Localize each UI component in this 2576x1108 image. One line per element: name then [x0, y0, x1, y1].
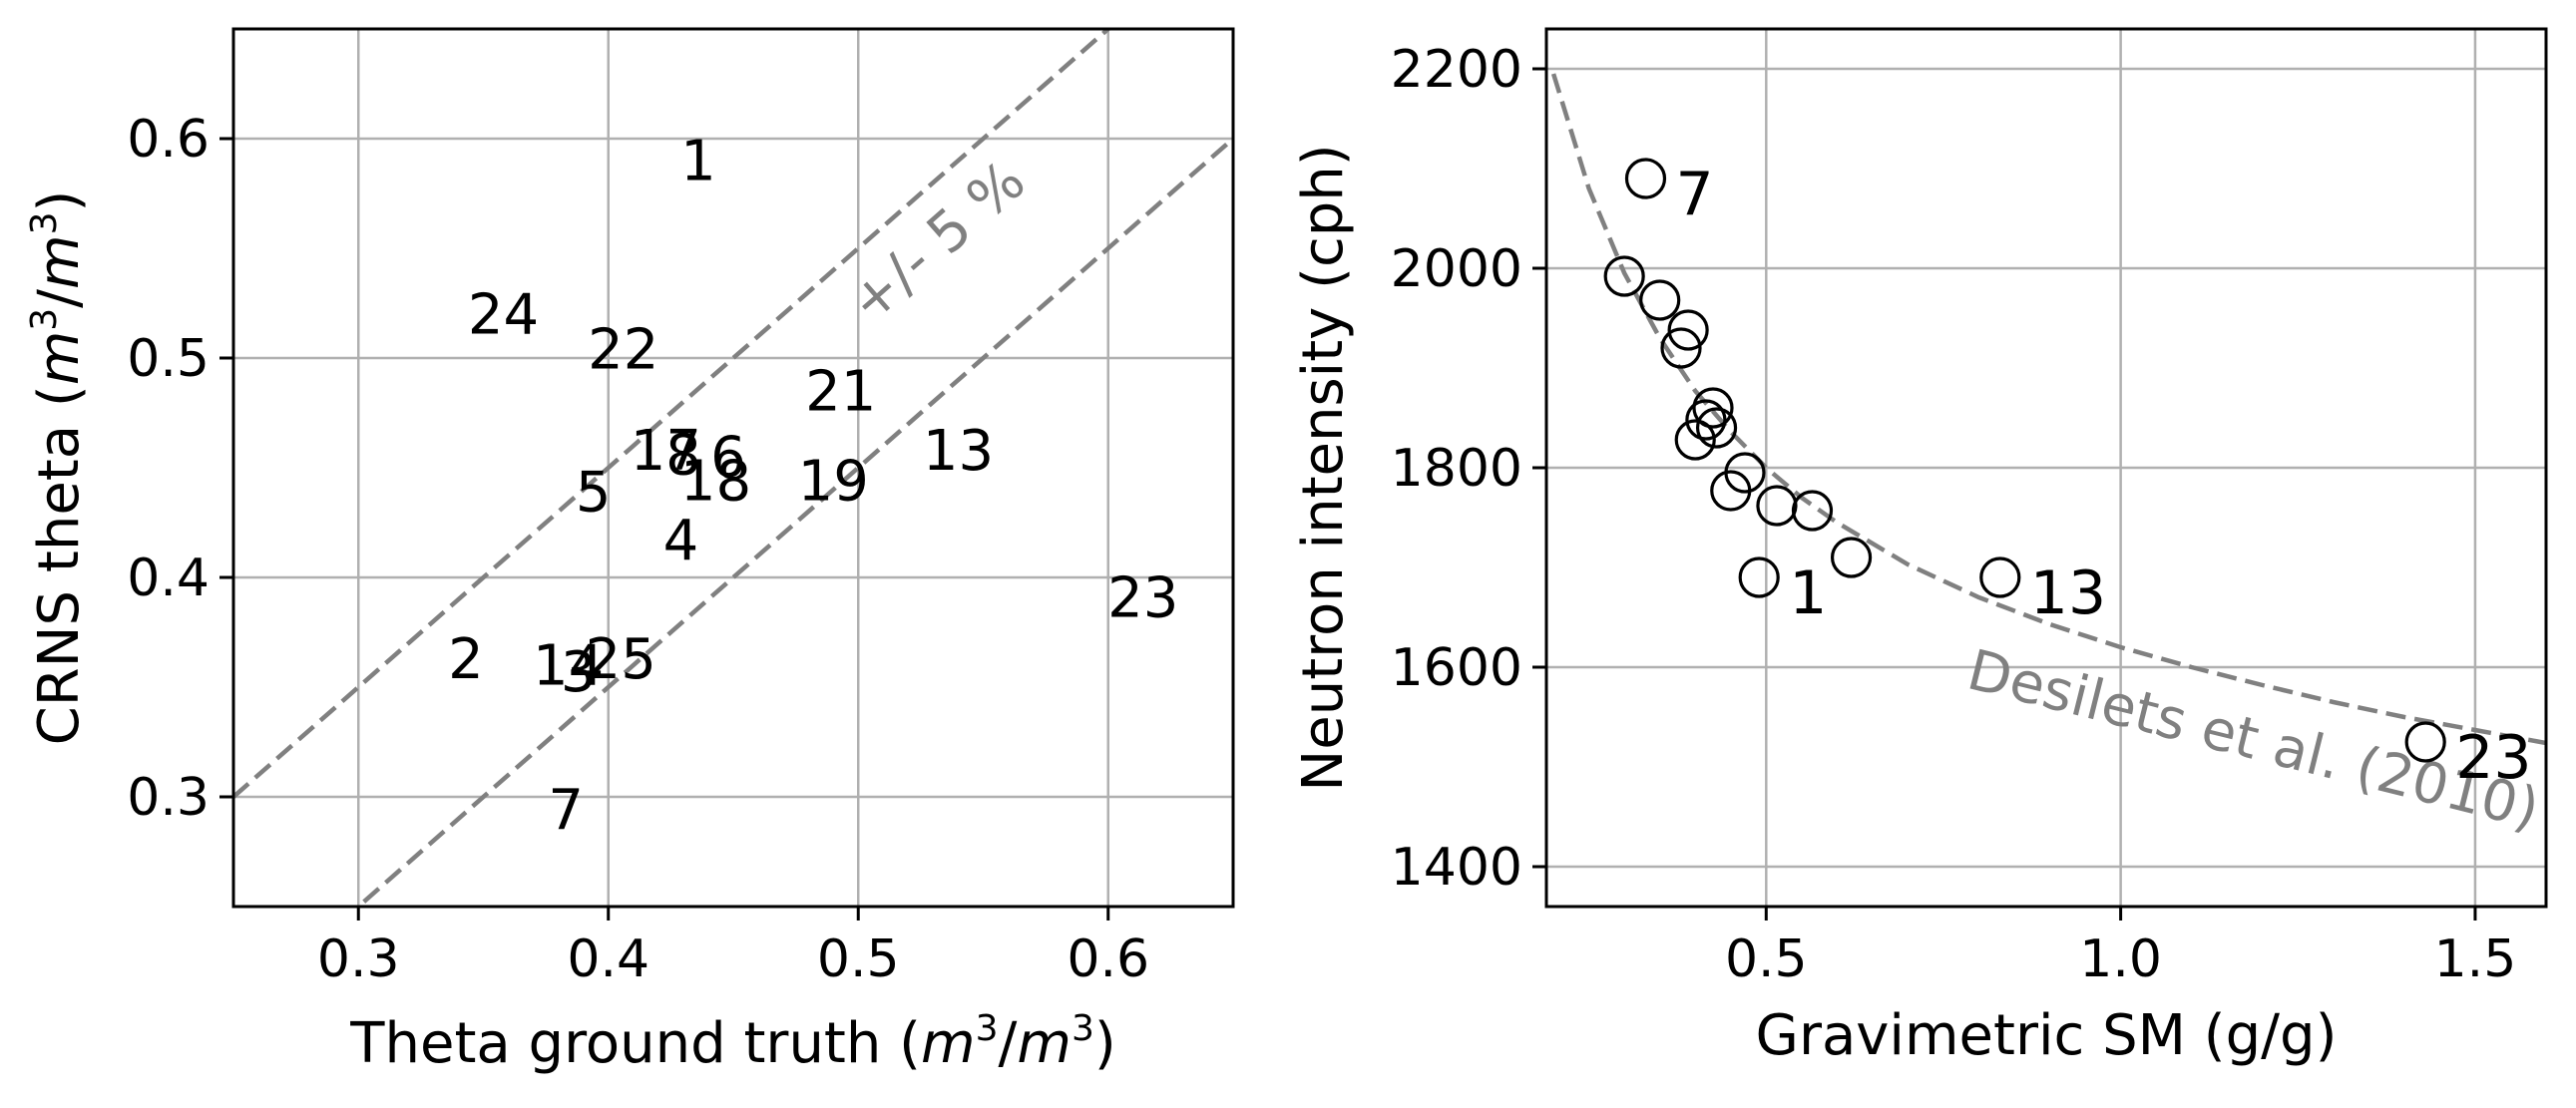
point-label: 24: [468, 283, 539, 348]
point-label: 4: [663, 509, 699, 573]
data-point: [1738, 556, 1780, 598]
point-label: 1: [1789, 558, 1827, 628]
data-point: [1710, 470, 1752, 512]
desilets-curve: [1550, 73, 2546, 746]
y-tick-label: 1800: [1391, 439, 1522, 499]
data-point: [1667, 309, 1709, 351]
point-label: 23: [2455, 723, 2531, 793]
right-gridlines: [1546, 29, 2546, 907]
left-x-axis-label: Theta ground truth (m3/m3): [349, 1008, 1115, 1076]
left-gridlines: [233, 29, 1233, 907]
y-tick-label: 0.3: [127, 768, 210, 828]
left-plot-frame: [231, 27, 1235, 909]
left-reference-lines: [233, 29, 1233, 907]
left-axis-ticks: 0.3 0.4 0.5 0.6 0.3 0.4 0.5 0.6: [127, 110, 1149, 989]
point-label: 6: [710, 426, 746, 491]
data-point: [1830, 537, 1873, 578]
y-tick-label: 0.4: [127, 549, 210, 608]
point-label: 18: [680, 450, 751, 515]
data-point: [2404, 721, 2446, 763]
point-label: 17: [631, 419, 701, 484]
x-tick-label: 0.5: [817, 929, 900, 989]
point-label: 19: [798, 450, 869, 515]
right-points: 7 1 13 23: [1603, 158, 2532, 793]
point-label: 2: [448, 627, 484, 692]
right-y-axis-label: Neutron intensity (cph): [1291, 144, 1356, 791]
data-point: [1674, 419, 1716, 461]
right-axis-ticks: 0.5 1.0 1.5 1400 1600 1800 2000 2200: [1391, 40, 2517, 989]
right-x-axis-label: Gravimetric SM (g/g): [1756, 1003, 2338, 1068]
point-label: 21: [805, 360, 876, 425]
y-tick-label: 0.6: [127, 110, 210, 170]
data-point: [1660, 327, 1702, 369]
y-tick-label: 2200: [1391, 40, 1522, 100]
data-point: [1603, 255, 1645, 297]
reference-line: [233, 29, 1112, 799]
point-label: 23: [1107, 565, 1178, 630]
point-label: 7: [1675, 160, 1713, 229]
data-point: [1624, 158, 1667, 199]
point-label: 22: [588, 318, 658, 383]
x-tick-label: 0.3: [317, 929, 400, 989]
point-label: 8: [665, 423, 701, 488]
point-label: 7: [548, 779, 584, 844]
data-point: [1692, 387, 1734, 429]
left-y-axis-label: CRNS theta (m3/m3): [24, 190, 92, 746]
point-label: 5: [576, 461, 612, 526]
x-tick-label: 0.4: [567, 929, 649, 989]
data-point: [1695, 407, 1738, 449]
point-label: 3: [561, 640, 597, 705]
x-tick-label: 0.6: [1067, 929, 1149, 989]
point-label: 13: [923, 419, 994, 484]
y-tick-label: 2000: [1391, 239, 1522, 299]
point-label: 1: [680, 130, 716, 194]
x-tick-label: 1.5: [2434, 929, 2517, 989]
data-point: [1685, 399, 1727, 441]
y-tick-label: 0.5: [127, 329, 210, 389]
point-label: 14: [533, 634, 604, 699]
point-label: 25: [586, 627, 656, 692]
data-point: [1979, 556, 2021, 598]
point-label: 13: [2030, 558, 2106, 628]
reference-line: [354, 137, 1233, 907]
y-tick-label: 1600: [1391, 638, 1522, 698]
x-tick-label: 0.5: [1725, 929, 1808, 989]
data-point: [1791, 490, 1834, 532]
y-tick-label: 1400: [1391, 838, 1522, 898]
data-point: [1756, 485, 1798, 527]
x-tick-label: 1.0: [2079, 929, 2162, 989]
data-point: [1639, 279, 1681, 321]
